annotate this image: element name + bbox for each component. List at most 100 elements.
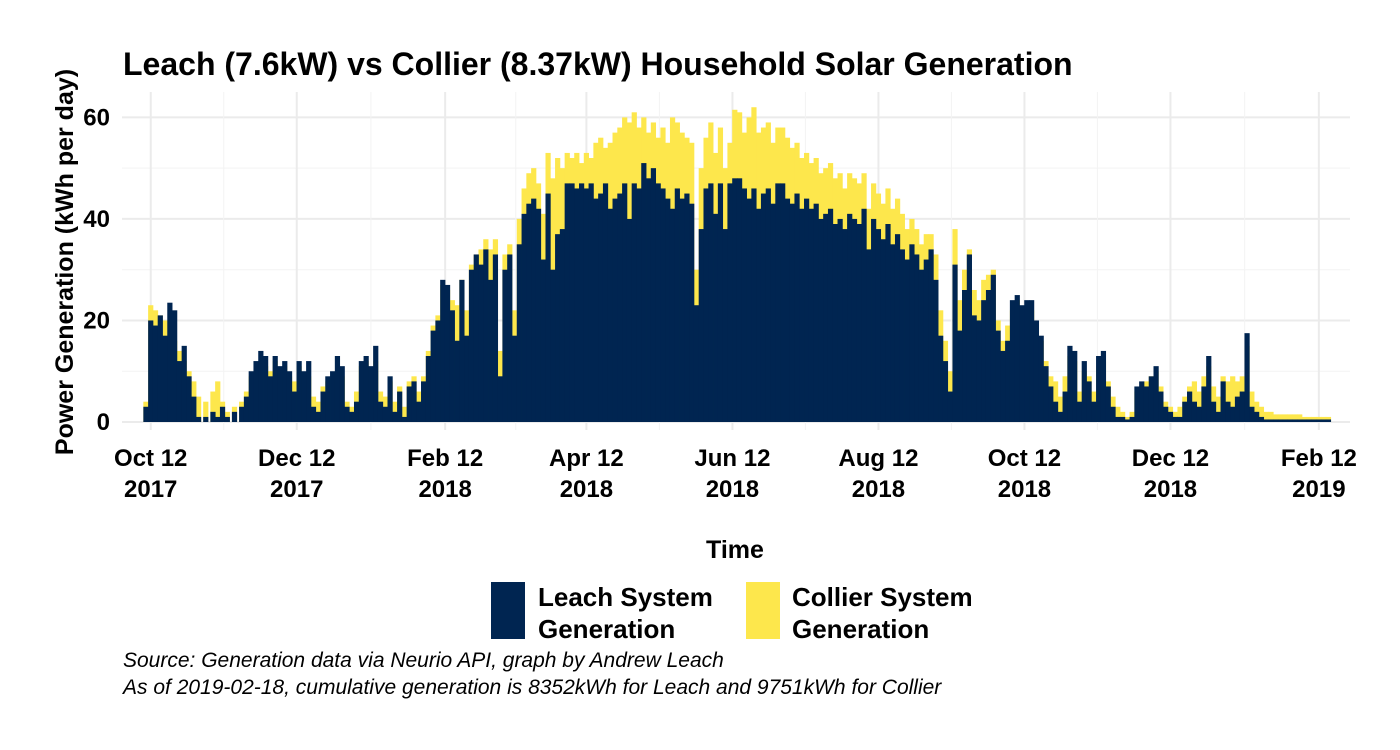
leach-bar xyxy=(962,290,968,422)
x-tick-label-year: 2018 xyxy=(998,476,1051,503)
leach-bar xyxy=(478,264,484,422)
x-axis-ticks: Oct 12 2017 Dec 12 2017 Feb 12 2018 Apr 12 2018… xyxy=(114,445,1357,503)
legend-label-leach-line1: Leach System xyxy=(538,582,713,612)
leach-bar xyxy=(741,188,747,422)
leach-bar xyxy=(248,371,254,422)
leach-bar xyxy=(231,411,238,422)
leach-bar xyxy=(751,188,757,422)
leach-bar xyxy=(210,411,216,422)
x-tick-label-month: Jun 12 xyxy=(694,445,770,472)
leach-bar xyxy=(1225,401,1231,422)
leach-bar xyxy=(583,188,589,422)
leach-bar xyxy=(1019,305,1025,422)
leach-bar xyxy=(799,208,805,422)
leach-bar xyxy=(923,259,929,422)
leach-bar xyxy=(641,163,647,423)
leach-bar xyxy=(933,279,939,422)
leach-bar xyxy=(942,361,949,422)
leach-bar xyxy=(349,411,355,422)
leach-bar xyxy=(555,234,561,422)
leach-bar xyxy=(1277,419,1284,422)
leach-bar xyxy=(1057,411,1063,422)
x-tick-label-month: Dec 12 xyxy=(1132,445,1209,472)
x-tick-label-year: 2018 xyxy=(852,476,905,503)
leach-bar xyxy=(339,366,345,422)
leach-bar xyxy=(765,188,771,422)
leach-bar xyxy=(392,411,398,422)
leach-bar xyxy=(626,218,633,422)
leach-bar xyxy=(689,203,695,422)
leach-bar xyxy=(1033,320,1040,422)
leach-bar xyxy=(727,183,733,422)
leach-bar xyxy=(564,183,570,422)
leach-bar xyxy=(981,300,987,422)
collier-bar xyxy=(1215,396,1221,422)
leach-bar xyxy=(660,188,666,422)
leach-bar xyxy=(1230,406,1236,422)
collier-bar xyxy=(1287,414,1293,422)
leach-bar xyxy=(665,198,671,422)
leach-bar xyxy=(794,193,800,422)
leach-bar xyxy=(880,239,886,422)
x-tick-label-month: Aug 12 xyxy=(838,445,918,472)
leach-bar xyxy=(746,198,752,422)
leach-bar xyxy=(1306,419,1312,422)
leach-bar xyxy=(636,188,642,422)
leach-bar xyxy=(239,406,245,422)
leach-bar xyxy=(827,208,834,422)
leach-bar xyxy=(909,244,915,422)
leach-bar xyxy=(397,391,403,422)
leach-bar xyxy=(353,401,360,422)
leach-bar xyxy=(1139,381,1145,422)
leach-bar xyxy=(1191,401,1198,422)
leach-bar xyxy=(358,361,364,422)
leach-bar xyxy=(215,416,221,422)
leach-bar xyxy=(1234,396,1241,422)
leach-bar xyxy=(296,361,302,422)
leach-bar xyxy=(713,213,719,422)
leach-bar xyxy=(454,340,460,422)
y-tick-label: 0 xyxy=(97,409,110,436)
leach-bar xyxy=(291,391,297,422)
leach-bar xyxy=(320,391,326,422)
leach-bar xyxy=(1081,361,1087,422)
leach-bar xyxy=(861,208,867,422)
leach-bar xyxy=(914,254,920,422)
leach-bars xyxy=(143,163,1332,423)
leach-bar xyxy=(421,381,427,422)
y-tick-label: 40 xyxy=(83,206,110,233)
legend-label-collier-line1: Collier System xyxy=(792,582,973,612)
legend-label-leach-line2: Generation xyxy=(538,614,675,644)
leach-bar xyxy=(928,249,934,422)
leach-bar xyxy=(947,391,953,422)
leach-bar xyxy=(1273,419,1279,422)
leach-bar xyxy=(646,178,652,422)
leach-bar xyxy=(823,213,829,422)
collier-bar xyxy=(1268,411,1274,422)
collier-bar xyxy=(1258,406,1265,422)
leach-bar xyxy=(1301,419,1308,422)
leach-bar xyxy=(1072,350,1078,422)
collier-bar xyxy=(1263,411,1269,422)
x-tick-label-year: 2019 xyxy=(1292,476,1345,503)
leach-bar xyxy=(152,325,159,422)
leach-bar xyxy=(406,386,412,422)
leach-bar xyxy=(1249,406,1255,422)
y-tick-label: 20 xyxy=(83,307,110,334)
leach-bar xyxy=(818,218,824,422)
leach-bar xyxy=(559,229,566,422)
leach-bar xyxy=(693,305,700,422)
leach-bar xyxy=(301,371,307,422)
leach-bar xyxy=(330,371,336,422)
legend: Leach System Generation Collier System G… xyxy=(491,582,973,644)
collier-bar xyxy=(1273,414,1279,422)
leach-bar xyxy=(1024,300,1030,422)
x-tick-label-month: Feb 12 xyxy=(407,445,483,472)
leach-bar xyxy=(162,335,168,422)
leach-bar xyxy=(511,335,518,422)
leach-bar xyxy=(310,406,317,422)
leach-bar xyxy=(708,183,714,422)
leach-bar xyxy=(411,381,417,422)
leach-bar xyxy=(890,244,896,422)
